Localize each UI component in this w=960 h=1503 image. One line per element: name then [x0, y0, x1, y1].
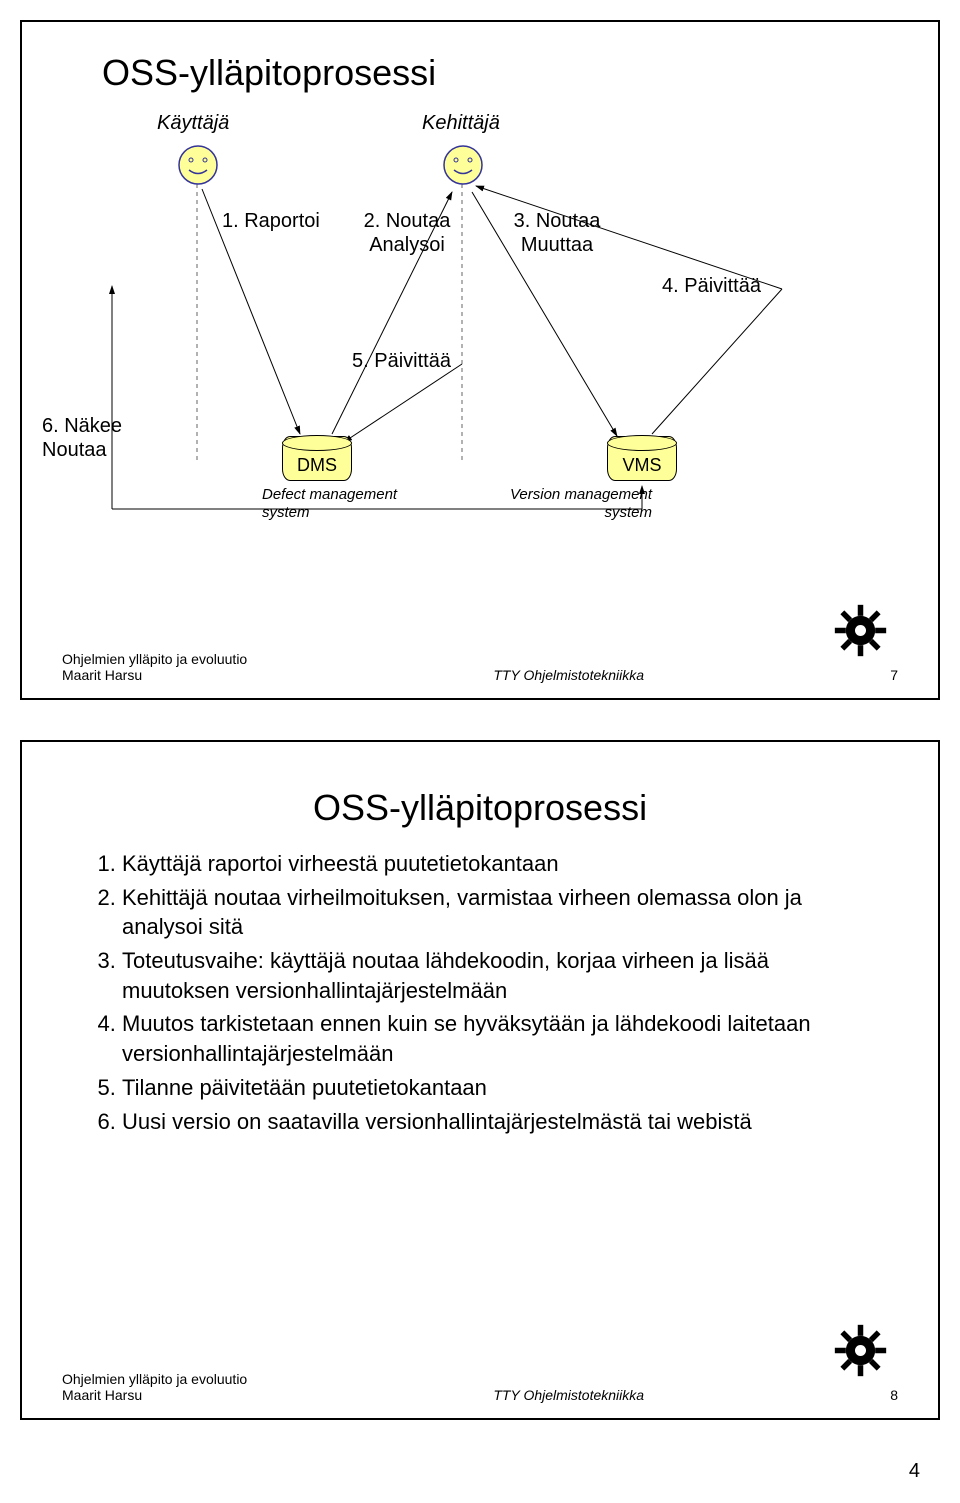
- footer-page: 8: [890, 1387, 898, 1403]
- dms-label: DMS: [283, 455, 351, 476]
- step3-label: 3. Noutaa Muuttaa: [502, 209, 612, 257]
- list-item: Kehittäjä noutaa virheilmoituksen, varmi…: [122, 883, 868, 942]
- vms-sub: Version management system: [472, 486, 652, 522]
- footer-center: TTY Ohjelmistotekniikka: [493, 667, 644, 683]
- list-item: Tilanne päivitetään puutetietokantaan: [122, 1073, 868, 1103]
- role-developer-label: Kehittäjä: [422, 112, 500, 135]
- step5-label: 5. Päivittää: [352, 349, 451, 373]
- gear-icon: [833, 1323, 888, 1378]
- footer-line2: Maarit Harsu: [62, 667, 142, 683]
- gear-icon: [833, 603, 888, 658]
- dms-cylinder: DMS: [282, 436, 352, 481]
- list-item: Toteutusvaihe: käyttäjä noutaa lähdekood…: [122, 946, 868, 1005]
- slide2-list: Käyttäjä raportoi virheestä puutetietoka…: [92, 849, 868, 1136]
- list-item: Käyttäjä raportoi virheestä puutetietoka…: [122, 849, 868, 879]
- footer-line2: Maarit Harsu: [62, 1387, 142, 1403]
- footer-center: TTY Ohjelmistotekniikka: [493, 1387, 644, 1403]
- page-counter: 4: [20, 1460, 940, 1483]
- footer-line1: Ohjelmien ylläpito ja evoluutio: [62, 651, 247, 667]
- slide-list: OSS-ylläpitoprosessi Käyttäjä raportoi v…: [20, 740, 940, 1420]
- footer-page: 7: [890, 667, 898, 683]
- vms-cylinder: VMS: [607, 436, 677, 481]
- step2-label: 2. Noutaa Analysoi: [352, 209, 462, 257]
- step3a: 3. Noutaa: [514, 210, 601, 232]
- diagram-area: Käyttäjä Kehittäjä 1. Raportoi 2. Noutaa…: [62, 114, 898, 594]
- smiley-developer: [442, 144, 484, 186]
- step1-label: 1. Raportoi: [222, 209, 320, 233]
- role-user-label: Käyttäjä: [157, 112, 229, 135]
- smiley-user: [177, 144, 219, 186]
- step6b: Noutaa: [42, 439, 107, 461]
- step6a: 6. Näkee: [42, 415, 122, 437]
- slide2-title: OSS-ylläpitoprosessi: [62, 787, 898, 829]
- list-item: Muutos tarkistetaan ennen kuin se hyväks…: [122, 1009, 868, 1068]
- step6-label: 6. Näkee Noutaa: [42, 414, 142, 462]
- footer-line1: Ohjelmien ylläpito ja evoluutio: [62, 1371, 247, 1387]
- step2a: 2. Noutaa: [364, 210, 451, 232]
- slide-diagram: OSS-ylläpitoprosessi: [20, 20, 940, 700]
- step4-label: 4. Päivittää: [662, 274, 761, 298]
- vms-label: VMS: [608, 455, 676, 476]
- slide2-footer: Ohjelmien ylläpito ja evoluutio Maarit H…: [62, 1371, 898, 1403]
- slide1-title: OSS-ylläpitoprosessi: [102, 52, 898, 94]
- diagram-lines: [62, 114, 902, 594]
- step3b: Muuttaa: [521, 234, 593, 256]
- step2b: Analysoi: [369, 234, 445, 256]
- slide1-footer: Ohjelmien ylläpito ja evoluutio Maarit H…: [62, 651, 898, 683]
- list-item: Uusi versio on saatavilla versionhallint…: [122, 1107, 868, 1137]
- dms-sub: Defect management system: [262, 486, 422, 522]
